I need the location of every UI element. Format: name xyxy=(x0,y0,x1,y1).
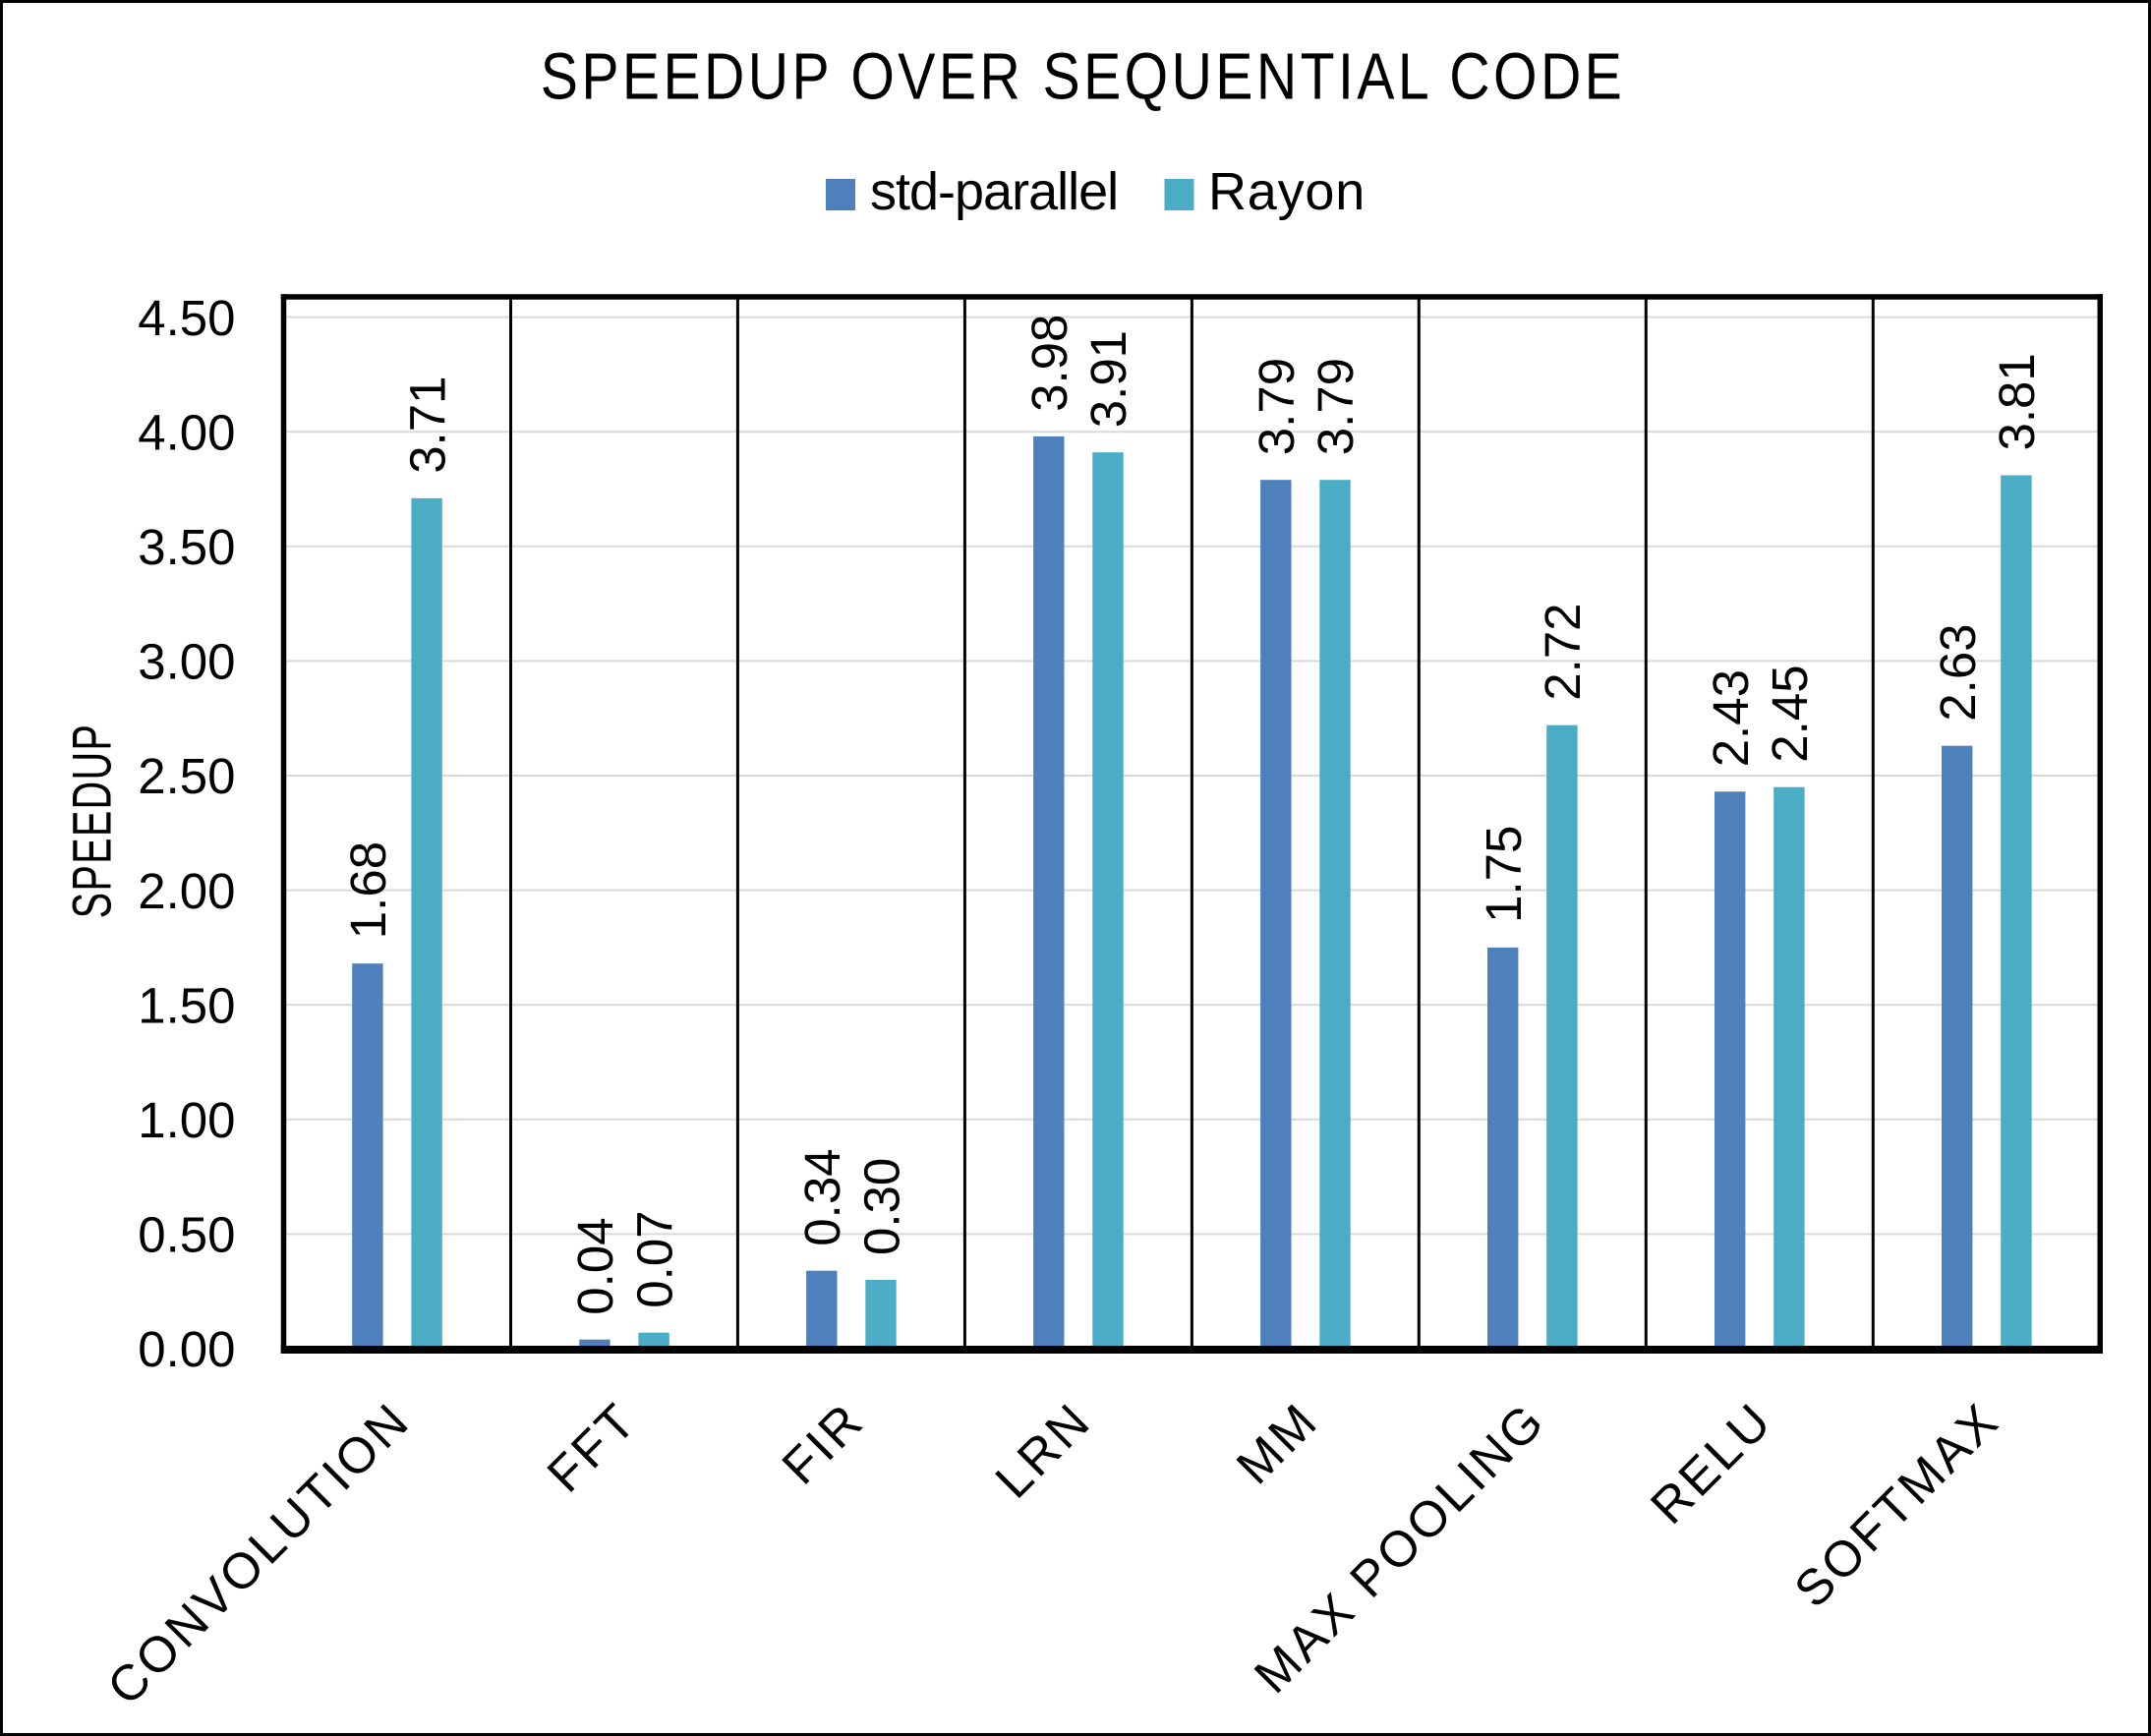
svg-text:3.50: 3.50 xyxy=(138,519,235,575)
svg-text:0.30: 0.30 xyxy=(853,1158,909,1255)
svg-text:3.00: 3.00 xyxy=(138,634,235,690)
svg-text:2.72: 2.72 xyxy=(1535,603,1591,700)
svg-text:Rayon: Rayon xyxy=(1208,162,1366,221)
svg-text:2.00: 2.00 xyxy=(138,863,235,919)
svg-text:2.45: 2.45 xyxy=(1762,665,1818,762)
svg-text:1.75: 1.75 xyxy=(1476,826,1532,923)
svg-text:3.81: 3.81 xyxy=(1989,353,2045,450)
svg-text:3.71: 3.71 xyxy=(399,376,455,474)
svg-text:0.07: 0.07 xyxy=(626,1210,682,1307)
svg-text:3.79: 3.79 xyxy=(1308,358,1364,455)
svg-text:0.34: 0.34 xyxy=(794,1148,850,1245)
svg-text:0.00: 0.00 xyxy=(138,1321,235,1377)
svg-text:4.00: 4.00 xyxy=(138,405,235,461)
svg-text:0.04: 0.04 xyxy=(567,1217,623,1314)
svg-text:SPEEDUP OVER SEQUENTIAL CODE: SPEEDUP OVER SEQUENTIAL CODE xyxy=(541,40,1626,113)
svg-text:1.68: 1.68 xyxy=(340,841,396,939)
svg-text:1.50: 1.50 xyxy=(138,978,235,1034)
svg-text:SPEEDUP: SPEEDUP xyxy=(62,723,123,919)
svg-text:3.91: 3.91 xyxy=(1080,330,1136,428)
svg-text:std-parallel: std-parallel xyxy=(870,162,1118,221)
svg-text:2.63: 2.63 xyxy=(1930,623,1986,721)
svg-text:3.98: 3.98 xyxy=(1021,315,1077,412)
svg-text:3.79: 3.79 xyxy=(1249,358,1305,455)
svg-text:2.43: 2.43 xyxy=(1703,669,1759,767)
svg-text:1.00: 1.00 xyxy=(138,1092,235,1148)
svg-text:0.50: 0.50 xyxy=(138,1207,235,1263)
svg-text:2.50: 2.50 xyxy=(138,748,235,804)
svg-text:4.50: 4.50 xyxy=(138,290,235,346)
